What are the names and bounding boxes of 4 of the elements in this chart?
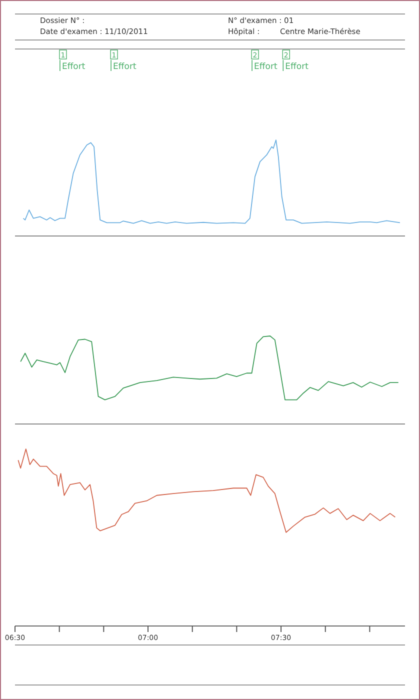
ref-line-label: Effort bbox=[62, 62, 86, 72]
ref-line-label: Effort bbox=[254, 62, 278, 72]
ref-line-label: Effort bbox=[113, 62, 137, 72]
ref-line-label: Effort bbox=[285, 62, 310, 72]
